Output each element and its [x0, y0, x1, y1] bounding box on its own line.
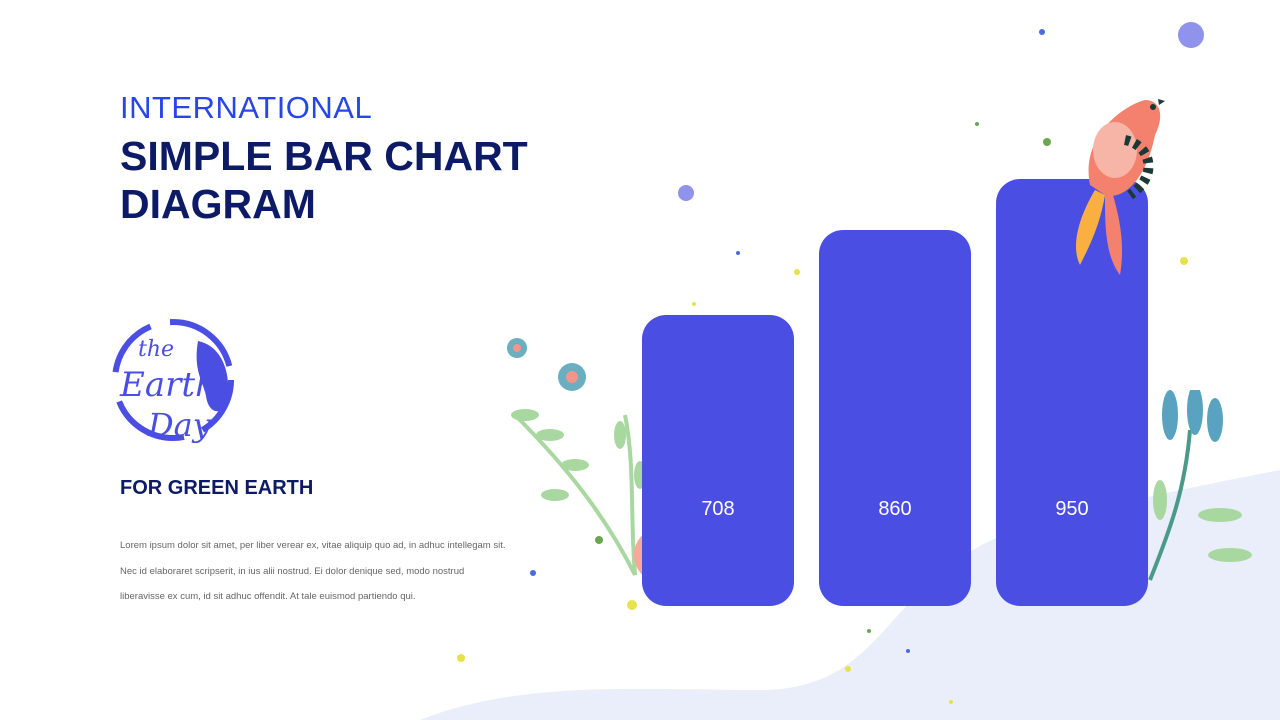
- bar-value-label: 860: [878, 498, 912, 520]
- svg-text:Earth: Earth: [119, 365, 217, 405]
- leaf-plant-illustration: [1148, 390, 1252, 581]
- svg-text:Day: Day: [147, 406, 212, 444]
- earth-day-logo: the Earth Day: [112, 319, 234, 444]
- section-subtitle: FOR GREEN EARTH: [120, 477, 314, 499]
- bird-illustration: [1075, 99, 1165, 275]
- body-line: Lorem ipsum dolor sit amet, per liber ve…: [120, 540, 506, 551]
- page-title: SIMPLE BAR CHART DIAGRAM: [120, 133, 528, 227]
- bar-value-label: 950: [1055, 498, 1089, 520]
- bar-value-label: 708: [701, 498, 735, 520]
- body-text: Lorem ipsum dolor sit amet, per liber ve…: [120, 533, 540, 610]
- confetti-dots: [457, 22, 1204, 704]
- bar: 708: [642, 315, 794, 606]
- body-line: Nec id elaboraret scripserit, in ius ali…: [120, 565, 465, 577]
- svg-text:the: the: [138, 337, 174, 362]
- bar: 950: [996, 179, 1148, 606]
- body-line: liberavisse ex cum, id sit adhuc offendi…: [120, 591, 416, 602]
- kicker-text: INTERNATIONAL: [120, 90, 373, 125]
- bar: 860: [819, 230, 971, 606]
